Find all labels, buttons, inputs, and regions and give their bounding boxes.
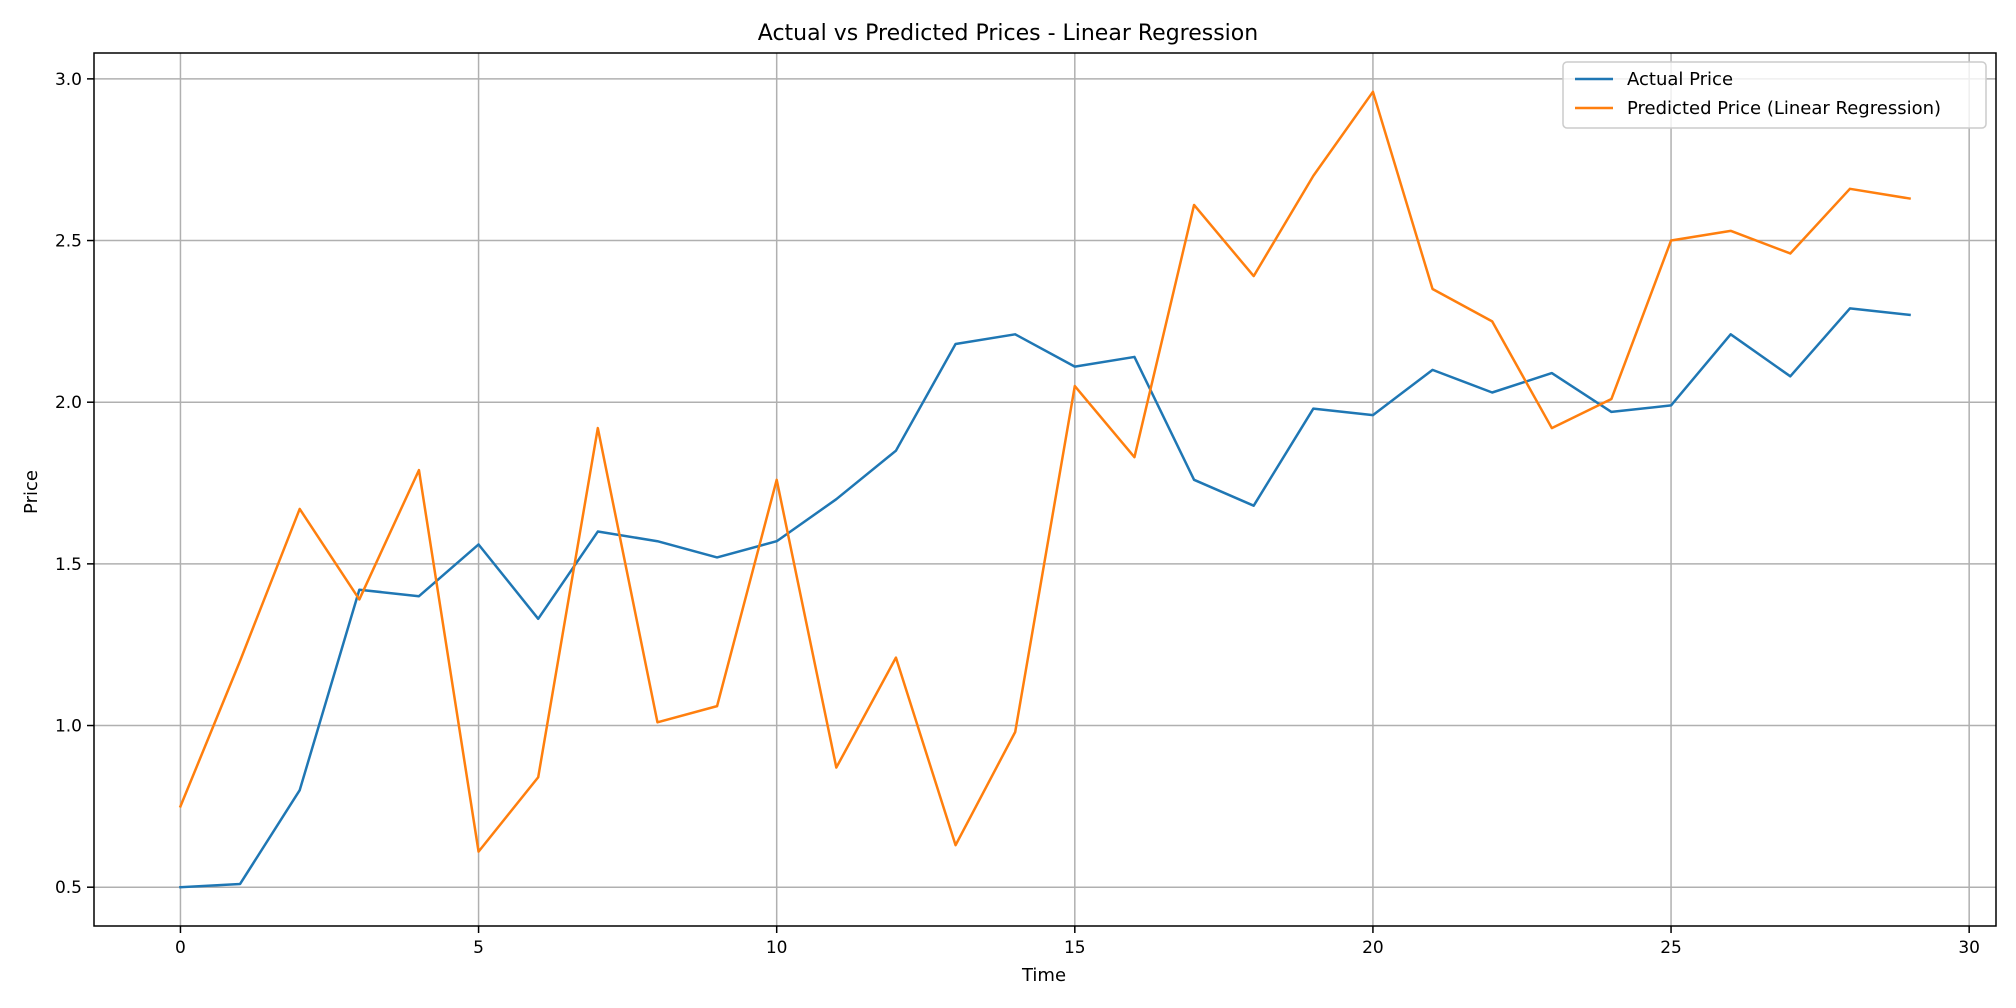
chart-title: Actual vs Predicted Prices - Linear Regr…	[758, 21, 1258, 46]
series-line-predicted-price	[178, 90, 1911, 853]
x-tick-label: 30	[1958, 938, 1980, 958]
legend-box	[1562, 61, 1987, 129]
legend: Actual Price Predicted Price (Linear Regr…	[1562, 61, 1987, 129]
y-tick-label: 1.5	[55, 555, 82, 575]
x-tick-label: 10	[766, 938, 788, 958]
y-tick-label: 0.5	[55, 878, 82, 898]
y-tick-label: 1.0	[55, 717, 82, 737]
x-tick-label: 0	[175, 938, 186, 958]
legend-entry-label: Actual Price	[1627, 69, 1733, 90]
y-tick-label: 2.0	[55, 393, 82, 413]
y-axis-ticks: 0.5 1.0 1.5 2.0 2.5 3.0	[55, 70, 94, 898]
x-axis-label: Time	[1021, 965, 1066, 986]
plot-area-frame	[93, 52, 1997, 927]
y-axis-label: Price	[21, 470, 42, 514]
y-tick-label: 2.5	[55, 232, 82, 252]
x-tick-label: 20	[1362, 938, 1384, 958]
series-lines	[178, 90, 1911, 889]
y-tick-label: 3.0	[55, 70, 82, 90]
x-tick-label: 5	[473, 938, 484, 958]
x-tick-label: 15	[1064, 938, 1086, 958]
x-axis-ticks: 0 5 10 15 20 25 30	[175, 926, 1980, 958]
legend-entry-label: Predicted Price (Linear Regression)	[1627, 98, 1941, 119]
series-line-actual-price	[179, 307, 1911, 889]
x-tick-label: 25	[1660, 938, 1682, 958]
